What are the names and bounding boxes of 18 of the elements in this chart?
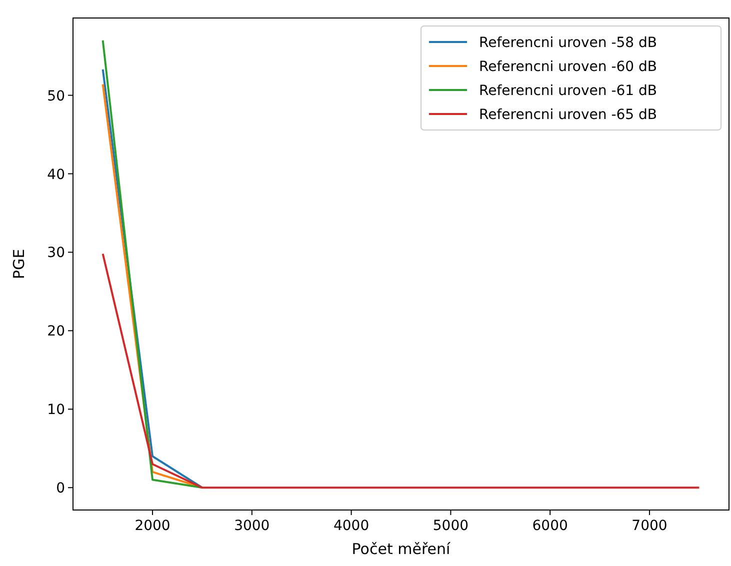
y-tick-label: 20 <box>47 324 65 340</box>
legend-label: Referencni uroven -61 dB <box>479 83 658 99</box>
y-tick-label: 40 <box>47 166 65 183</box>
x-tick-label: 3000 <box>234 518 270 534</box>
y-tick-label: 50 <box>47 88 65 104</box>
legend-label: Referencni uroven -65 dB <box>479 107 658 123</box>
y-tick-label: 30 <box>47 245 65 262</box>
y-tick-label: 0 <box>56 480 65 497</box>
x-tick-label: 5000 <box>432 518 469 534</box>
legend-label: Referencni uroven -58 dB <box>479 35 658 51</box>
y-axis-title: PGE <box>10 248 28 280</box>
x-tick-label: 2000 <box>134 518 170 534</box>
legend-label: Referencni uroven -60 dB <box>479 59 658 75</box>
y-tick-label: 10 <box>47 402 65 418</box>
x-tick-label: 6000 <box>532 518 568 534</box>
x-axis-title: Počet měření <box>352 540 452 558</box>
x-tick-label: 7000 <box>632 518 668 534</box>
x-tick-label: 4000 <box>333 518 370 534</box>
